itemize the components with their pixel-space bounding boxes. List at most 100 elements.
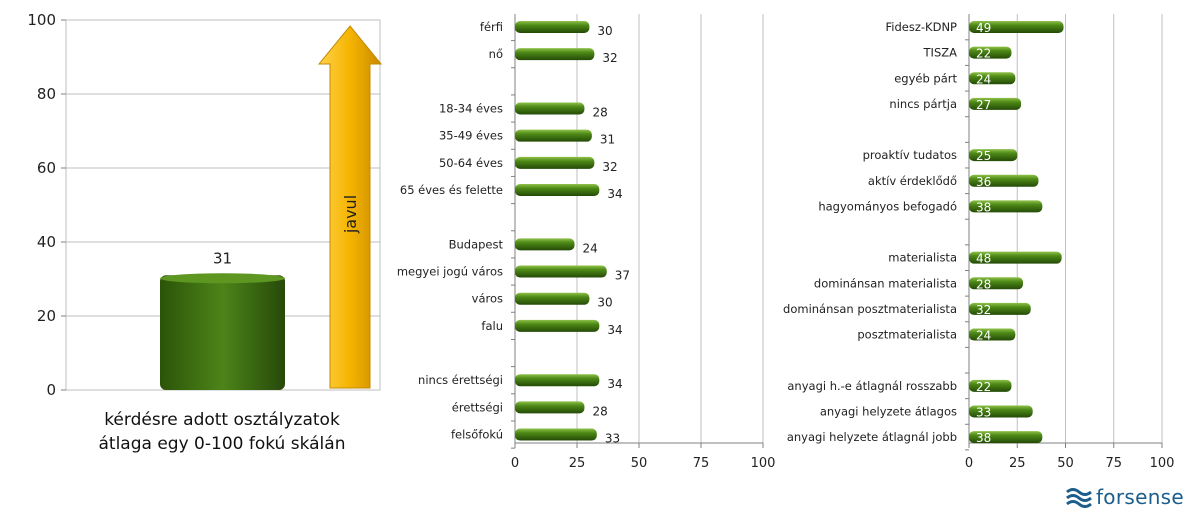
data-label: 27: [976, 98, 991, 112]
x-tick-label: 0: [965, 456, 973, 471]
data-label: 36: [976, 175, 991, 189]
overall-average-chart: 0 20 40 60 80 100 31 javul kérdésre adott osztál…: [27, 11, 383, 454]
bar: [515, 428, 597, 441]
forsense-logo: forsense: [1066, 485, 1184, 509]
data-label: 31: [213, 249, 232, 267]
category-label: férfi: [480, 20, 503, 34]
category-label: aktív érdeklődő: [868, 174, 957, 188]
data-label: 32: [602, 51, 617, 65]
data-label: 37: [615, 269, 630, 283]
category-label: nő: [489, 47, 503, 61]
category-label: dominánsan posztmaterialista: [783, 302, 957, 316]
x-tick-label: 75: [1105, 456, 1122, 471]
category-label: 65 éves és felette: [400, 183, 503, 197]
y-tick-label: 80: [37, 85, 56, 103]
data-label: 34: [607, 187, 622, 201]
category-label: nincs érettségi: [418, 373, 503, 387]
bar: [969, 405, 1033, 418]
bar: [969, 174, 1039, 187]
logo-text: forsense: [1095, 485, 1184, 509]
data-label: 34: [607, 323, 622, 337]
data-label: 28: [592, 404, 607, 418]
y-tick-label: 40: [37, 233, 56, 251]
data-label: 32: [602, 160, 617, 174]
bar: [515, 21, 590, 33]
bar: [969, 328, 1016, 341]
bar: [969, 200, 1043, 213]
x-axis-label: kérdésre adott osztályzatok: [104, 410, 340, 430]
data-label: 25: [976, 149, 991, 163]
category-label: érettségi: [452, 400, 503, 414]
bar-cap: [160, 273, 285, 284]
x-axis-label: átlaga egy 0-100 fokú skálán: [99, 434, 346, 454]
category-label: TISZA: [923, 46, 958, 60]
x-tick-label: 75: [693, 456, 710, 471]
data-label: 24: [976, 329, 991, 343]
bar: [515, 238, 575, 251]
y-tick-label: 100: [27, 11, 56, 29]
bar: [969, 251, 1062, 264]
data-label: 38: [976, 200, 991, 214]
category-label: materialista: [888, 251, 957, 265]
data-label: 28: [592, 106, 607, 120]
data-label: 24: [976, 72, 991, 86]
bar: [969, 149, 1018, 162]
x-tick-label: 50: [1057, 456, 1074, 471]
category-label: proaktív tudatos: [863, 148, 957, 162]
category-label: Fidesz-KDNP: [886, 20, 958, 34]
forsense-waves-icon: [1066, 488, 1092, 508]
category-label: anyagi helyzete átlagnál jobb: [787, 430, 957, 444]
category-label: falu: [481, 319, 503, 333]
data-label: 33: [605, 432, 620, 446]
data-label: 28: [976, 277, 991, 291]
category-label: 35-49 éves: [439, 129, 503, 143]
data-label: 32: [976, 303, 991, 317]
bar: [160, 275, 285, 390]
bar: [515, 156, 595, 169]
category-label: 50-64 éves: [439, 156, 503, 170]
y-tick-label: 60: [37, 159, 56, 177]
y-tick-label: 0: [46, 381, 56, 399]
data-label: 33: [976, 405, 991, 419]
arrow-label: javul: [341, 195, 360, 234]
bar: [515, 401, 585, 414]
data-label: 22: [976, 47, 991, 61]
data-label: 31: [600, 133, 615, 147]
category-label: anyagi helyzete átlagos: [820, 404, 957, 418]
bar: [515, 292, 590, 305]
data-label: 49: [976, 21, 991, 35]
bar: [515, 129, 592, 142]
improvement-arrow: [317, 25, 383, 389]
y-tick-label: 20: [37, 307, 56, 325]
data-label: 30: [597, 296, 612, 310]
data-label: 38: [976, 431, 991, 445]
data-label: 48: [976, 252, 991, 266]
category-label: város: [472, 292, 503, 306]
category-label: anyagi h.-e átlagnál rosszabb: [787, 379, 957, 393]
bar: [515, 184, 600, 197]
bar: [515, 374, 600, 387]
category-label: Budapest: [449, 237, 504, 251]
bar: [969, 431, 1043, 444]
bar: [969, 46, 1012, 59]
bar: [969, 277, 1024, 290]
x-tick-label: 100: [751, 456, 776, 471]
x-tick-label: 25: [569, 456, 586, 471]
data-label: 30: [597, 24, 612, 38]
demographics-bar-chart: 0 25 50 75 100 férfi 30 nő 32 18-34 éves 28 35-49 é…: [397, 14, 776, 471]
bar: [969, 72, 1016, 85]
x-tick-label: 25: [1009, 456, 1026, 471]
data-label: 22: [976, 380, 991, 394]
category-label: megyei jogú város: [397, 265, 503, 279]
bar: [515, 265, 607, 278]
x-tick-label: 50: [631, 456, 648, 471]
category-label: nincs pártja: [889, 97, 957, 111]
x-tick-label: 0: [511, 456, 519, 471]
category-label: egyéb párt: [894, 71, 957, 85]
category-label: 18-34 éves: [439, 102, 503, 116]
bar: [515, 319, 600, 332]
bar: [969, 302, 1031, 315]
data-label: 24: [583, 241, 598, 255]
bar: [969, 21, 1064, 33]
